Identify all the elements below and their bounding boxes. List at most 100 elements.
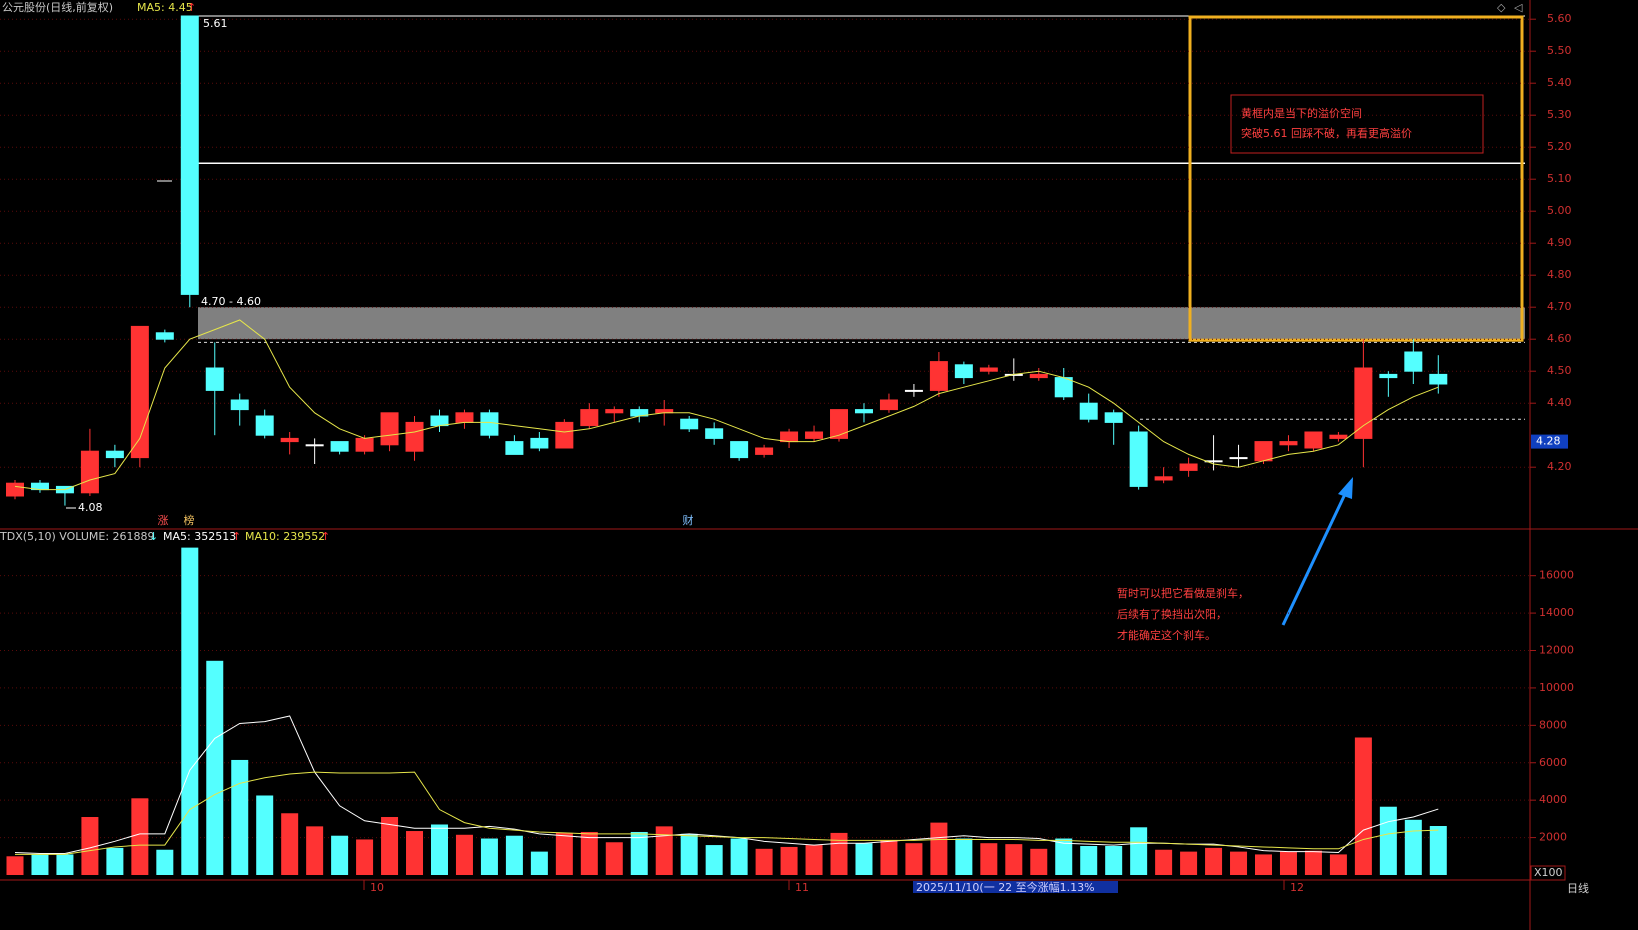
candle-body xyxy=(730,441,749,459)
volume-bar xyxy=(780,846,798,875)
ma10-label: MA10: 239552 xyxy=(245,530,325,543)
volume-bar xyxy=(56,854,74,875)
candle-body xyxy=(430,415,449,427)
volume-bar xyxy=(1329,854,1347,875)
candle-body xyxy=(1204,460,1223,463)
note-text: 才能确定这个刹车。 xyxy=(1117,628,1216,642)
candle-body xyxy=(1279,441,1298,446)
arrow-head xyxy=(1338,477,1353,499)
volume-bar xyxy=(1080,846,1098,875)
y-tick-label: 16000 xyxy=(1539,569,1574,582)
candle-body xyxy=(1029,373,1048,379)
note-text: 黄框内是当下的溢价空间 xyxy=(1241,106,1362,120)
candle-body xyxy=(1054,377,1073,398)
icon[interactable]: ◇ xyxy=(1497,1,1506,14)
candle-body xyxy=(830,409,849,439)
volume-bar xyxy=(605,842,623,875)
candle-body xyxy=(405,421,424,452)
y-tick-label: 4.40 xyxy=(1547,396,1572,409)
unit-box xyxy=(1530,865,1566,881)
volume-bar xyxy=(231,759,249,875)
y-tick-label: 5.40 xyxy=(1547,76,1572,89)
volume-bar xyxy=(156,849,174,875)
candle-body xyxy=(130,325,149,459)
volume-bar xyxy=(31,854,49,875)
volume-bar xyxy=(6,856,24,875)
volume-bar xyxy=(805,845,823,875)
candle-body xyxy=(530,437,549,449)
volume-bar xyxy=(1180,851,1198,875)
volume-bar xyxy=(1279,851,1297,875)
y-tick-label: 4.80 xyxy=(1547,268,1572,281)
candle-body xyxy=(1254,441,1273,462)
candle-body xyxy=(105,450,124,459)
ma5-label: MA5: 352513 xyxy=(163,530,236,543)
last-price-label: 4.28 xyxy=(1536,435,1561,448)
volume-bar xyxy=(880,840,898,875)
volume-bar xyxy=(181,547,199,875)
y-tick-label: 4.70 xyxy=(1547,300,1572,313)
candle-body xyxy=(1104,412,1123,423)
candle-body xyxy=(854,409,873,414)
volume-bar xyxy=(630,831,648,875)
candle-body xyxy=(355,437,374,452)
arrow xyxy=(1281,491,1348,626)
volume-bar xyxy=(480,838,498,875)
title: 公元股份(日线,前复权) xyxy=(2,0,113,14)
volume-bar xyxy=(1379,806,1397,875)
candle-body xyxy=(1329,434,1348,439)
candle-body xyxy=(230,399,249,411)
candle-body xyxy=(255,415,274,436)
candle-body xyxy=(380,412,399,446)
event-mark: 榜 xyxy=(184,513,195,527)
candle-body xyxy=(780,431,799,443)
candle-body xyxy=(455,412,474,423)
y-tick-label: 5.10 xyxy=(1547,172,1572,185)
volume-bar xyxy=(381,817,399,875)
ma-arrow: ↑ xyxy=(187,1,196,14)
candle-body xyxy=(280,437,299,443)
candle-body xyxy=(505,441,524,455)
volume-ma10 xyxy=(15,771,1439,855)
volume-bar xyxy=(580,831,598,875)
candle-body xyxy=(979,367,998,372)
y-tick-label: 5.50 xyxy=(1547,44,1572,57)
volume-bar xyxy=(730,838,748,875)
low-label: 4.08 xyxy=(78,501,103,514)
candle-body xyxy=(6,482,24,497)
volume-bar xyxy=(455,834,473,875)
volume-bar xyxy=(705,845,723,875)
volume-bar xyxy=(106,847,124,875)
ma-label: MA5: 4.45 xyxy=(137,1,193,14)
high-label: 5.61 xyxy=(203,17,228,30)
premium-box xyxy=(1188,15,1524,342)
volume-bar xyxy=(530,851,548,875)
volume-bar xyxy=(1230,851,1248,875)
volume-bar xyxy=(855,843,873,875)
candle-body xyxy=(1429,373,1448,385)
candle-body xyxy=(155,332,174,340)
candle-body xyxy=(555,421,574,449)
premium-zone xyxy=(198,307,1525,340)
icon[interactable]: ◁ xyxy=(1514,1,1523,14)
candle-body xyxy=(1229,457,1248,460)
candle-body xyxy=(205,367,224,391)
y-tick-label: 4.90 xyxy=(1547,236,1572,249)
volume-bar xyxy=(1030,848,1048,875)
candle-body xyxy=(755,447,774,455)
volume-bar xyxy=(1005,844,1023,875)
ma5-line xyxy=(14,319,1439,491)
volume-bar xyxy=(406,831,424,875)
volume-bar xyxy=(980,843,998,875)
candle-body xyxy=(1179,463,1198,471)
event-mark: 涨 xyxy=(158,514,169,527)
x-tick-label: 11 xyxy=(795,881,809,894)
last-price-box xyxy=(1531,434,1568,449)
candle-body xyxy=(680,418,699,430)
candle-body xyxy=(330,441,349,452)
zone-label: 4.70 - 4.60 xyxy=(201,295,261,308)
candle-body xyxy=(305,444,324,447)
candle-body xyxy=(605,409,624,414)
